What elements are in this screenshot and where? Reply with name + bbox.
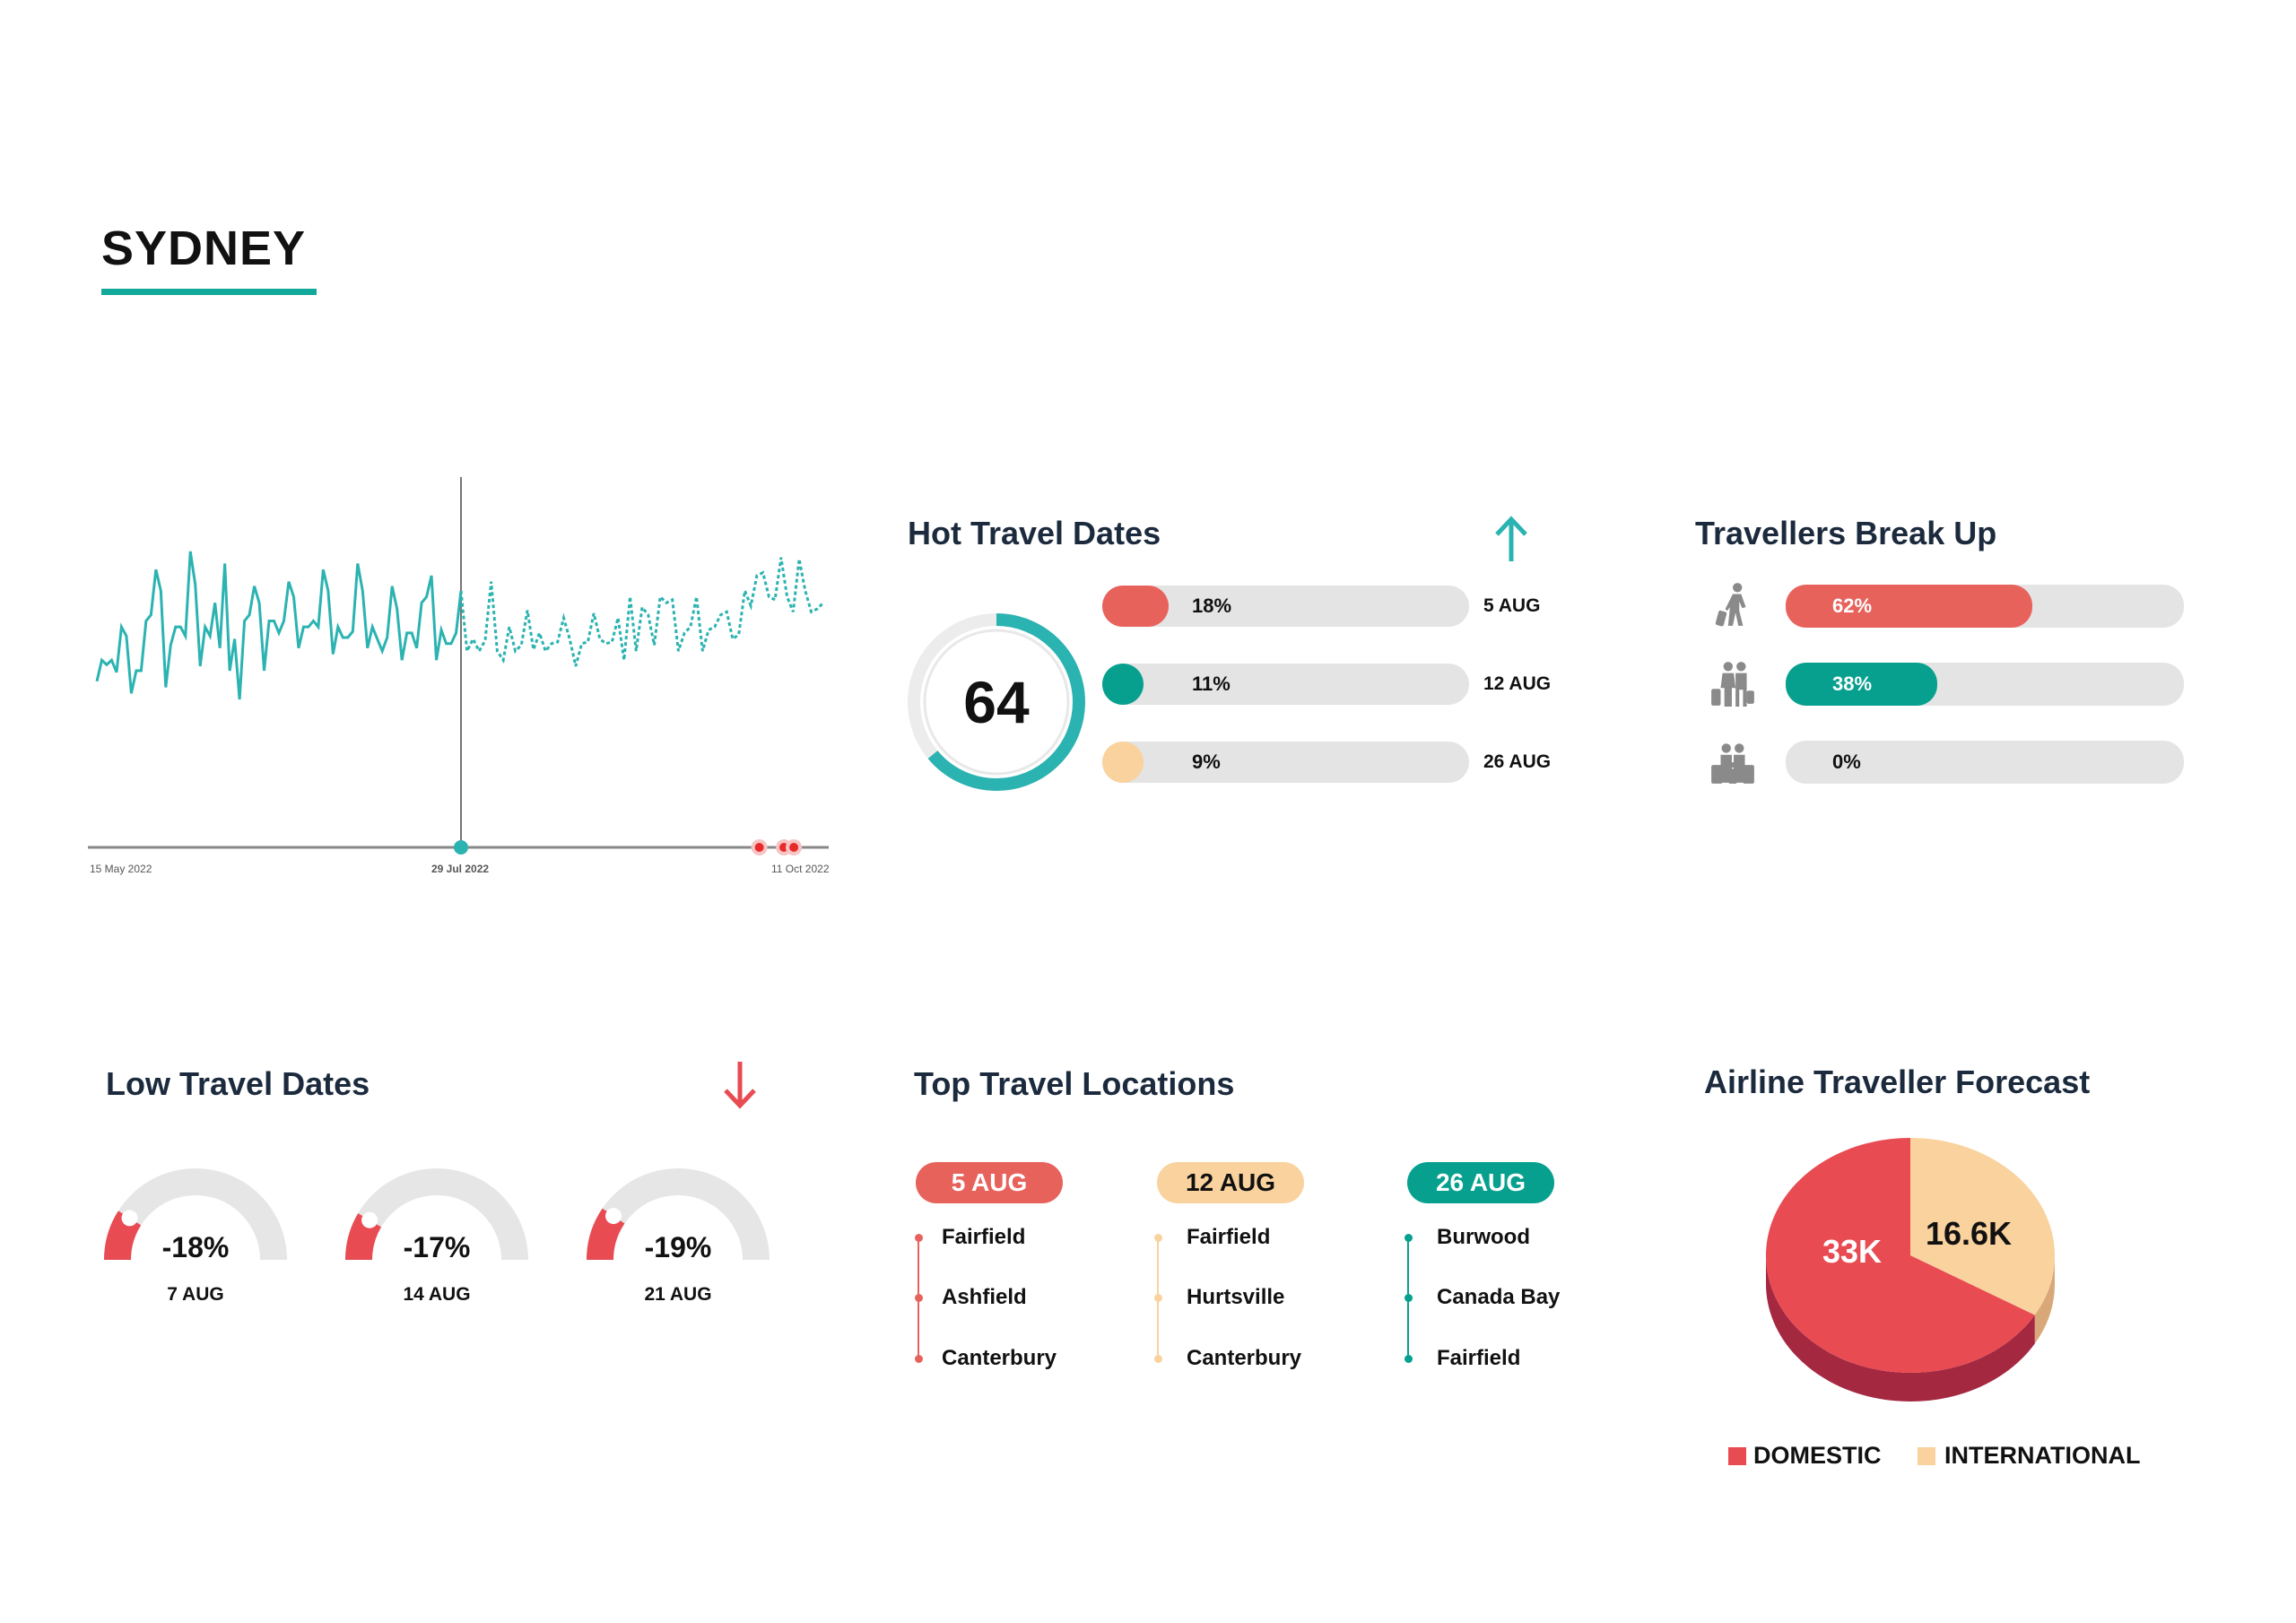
location-item[interactable]: Ashfield bbox=[942, 1285, 1027, 1309]
gauge-value: -17% bbox=[403, 1231, 471, 1263]
gauge-knob bbox=[121, 1210, 138, 1227]
hot-date-bar-fill bbox=[1102, 742, 1144, 783]
gauge-date: 14 AUG bbox=[403, 1284, 471, 1305]
hot-date-label: 12 AUG bbox=[1483, 673, 1552, 694]
location-item[interactable]: Fairfield bbox=[1187, 1225, 1271, 1249]
actual-series-line bbox=[95, 551, 463, 700]
traveller-percent: 0% bbox=[1832, 751, 1861, 773]
location-dot bbox=[1153, 1233, 1162, 1242]
location-item[interactable]: Burwood bbox=[1437, 1225, 1530, 1249]
hot-date-bar-fill bbox=[1102, 664, 1144, 705]
x-tick-label: 15 May 2022 bbox=[90, 863, 152, 875]
top-locations-title: Top Travel Locations bbox=[914, 1065, 1235, 1102]
hot-date-label: 5 AUG bbox=[1483, 595, 1541, 616]
legend-swatch-domestic bbox=[1728, 1447, 1746, 1465]
arrow-down-icon bbox=[724, 1062, 756, 1109]
x-tick-label: 29 Jul 2022 bbox=[431, 863, 490, 875]
hot-travel-title: Hot Travel Dates bbox=[908, 515, 1161, 551]
location-item[interactable]: Canada Bay bbox=[1437, 1285, 1561, 1309]
location-dot bbox=[1404, 1293, 1413, 1302]
arrow-up-icon bbox=[1495, 516, 1527, 561]
low-travel-gauge bbox=[345, 1168, 528, 1261]
location-item[interactable]: Fairfield bbox=[1437, 1346, 1521, 1370]
hot-date-bar[interactable]: 18% bbox=[1102, 586, 1469, 627]
traveller-percent: 62% bbox=[1832, 595, 1873, 617]
gauge-value: -18% bbox=[161, 1231, 230, 1263]
location-date-pill: 12 AUG bbox=[1157, 1162, 1304, 1203]
forecast-pie-chart bbox=[1766, 1138, 2055, 1402]
gauge-value: -19% bbox=[644, 1231, 712, 1263]
pie-slice-international[interactable] bbox=[1910, 1138, 2055, 1315]
legend-label-international: INTERNATIONAL bbox=[1944, 1442, 2141, 1469]
location-dot bbox=[914, 1233, 923, 1242]
score-value: 64 bbox=[963, 669, 1030, 735]
location-dot bbox=[1153, 1354, 1162, 1363]
score-donut bbox=[908, 613, 1085, 791]
location-dot bbox=[1404, 1233, 1413, 1242]
travel-trend-line-chart bbox=[88, 477, 829, 855]
traveller-bar[interactable]: 0% bbox=[1786, 741, 2184, 784]
location-date-pill: 5 AUG bbox=[916, 1162, 1063, 1203]
low-travel-gauge bbox=[587, 1168, 770, 1261]
gauge-knob bbox=[605, 1208, 622, 1225]
location-date-pill: 26 AUG bbox=[1407, 1162, 1554, 1203]
pie-label-domestic: 33K bbox=[1822, 1233, 1883, 1270]
pie-side-international bbox=[2034, 1255, 2055, 1344]
location-dot bbox=[1153, 1293, 1162, 1302]
solo-traveller-icon bbox=[1715, 583, 1746, 627]
title-underline bbox=[101, 289, 317, 295]
location-dot bbox=[1404, 1354, 1413, 1363]
x-tick-label: 11 Oct 2022 bbox=[771, 863, 830, 875]
traveller-bar[interactable]: 38% bbox=[1786, 663, 2184, 706]
hot-date-label: 26 AUG bbox=[1483, 751, 1552, 772]
score-fill-arc bbox=[908, 613, 1085, 791]
location-item[interactable]: Fairfield bbox=[942, 1225, 1026, 1249]
gauge-knob bbox=[361, 1211, 378, 1228]
forecast-series-line bbox=[459, 557, 825, 667]
hot-date-bar[interactable]: 11% bbox=[1102, 664, 1469, 705]
hot-date-percent: 11% bbox=[1192, 673, 1231, 695]
event-marker[interactable] bbox=[789, 843, 799, 852]
location-item[interactable]: Canterbury bbox=[1187, 1346, 1302, 1370]
event-marker[interactable] bbox=[754, 843, 764, 852]
page-title: SYDNEY bbox=[101, 221, 307, 275]
current-date-marker[interactable] bbox=[454, 840, 468, 855]
traveller-bar-fill bbox=[1786, 585, 2033, 628]
traveller-percent: 38% bbox=[1832, 673, 1873, 695]
traveller-bar[interactable]: 62% bbox=[1786, 585, 2184, 628]
score-inner-ring bbox=[923, 629, 1070, 776]
pie-slice-domestic[interactable] bbox=[1766, 1138, 2035, 1373]
travellers-title: Travellers Break Up bbox=[1695, 515, 1997, 551]
low-travel-gauge bbox=[104, 1168, 287, 1261]
family-traveller-icon bbox=[1711, 743, 1754, 784]
traveller-bar-fill bbox=[1786, 663, 1937, 706]
low-travel-title: Low Travel Dates bbox=[106, 1065, 370, 1102]
couple-traveller-icon bbox=[1711, 662, 1754, 707]
legend-label-domestic: DOMESTIC bbox=[1753, 1442, 1882, 1469]
hot-date-percent: 18% bbox=[1192, 595, 1232, 617]
location-dot bbox=[914, 1354, 923, 1363]
pie-side-domestic bbox=[1766, 1255, 2035, 1402]
legend-swatch-international bbox=[1918, 1447, 1935, 1465]
location-item[interactable]: Hurtsville bbox=[1187, 1285, 1285, 1309]
gauge-date: 7 AUG bbox=[167, 1284, 224, 1305]
hot-date-bar-fill bbox=[1102, 586, 1169, 627]
hot-date-percent: 9% bbox=[1192, 751, 1221, 773]
pie-label-international: 16.6K bbox=[1925, 1215, 2013, 1252]
location-dot bbox=[914, 1293, 923, 1302]
gauge-date: 21 AUG bbox=[644, 1284, 712, 1305]
location-item[interactable]: Canterbury bbox=[942, 1346, 1057, 1370]
hot-date-bar[interactable]: 9% bbox=[1102, 742, 1469, 783]
forecast-title: Airline Traveller Forecast bbox=[1704, 1063, 2091, 1100]
